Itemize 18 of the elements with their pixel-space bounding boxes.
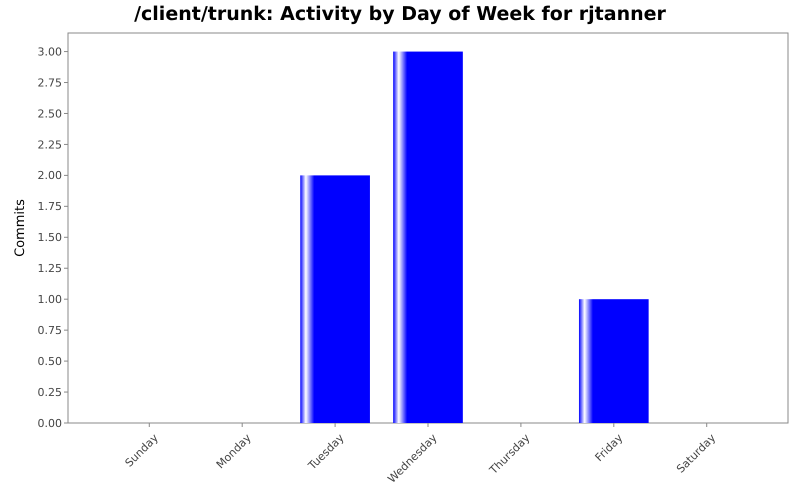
y-tick-label: 2.25 xyxy=(38,138,62,152)
y-tick-label: 0.75 xyxy=(38,324,62,337)
y-tick-label: 0.50 xyxy=(38,354,62,368)
y-tick-label: 1.25 xyxy=(38,262,62,276)
chart-title: /client/trunk: Activity by Day of Week for rjtanner xyxy=(134,3,667,25)
y-tick-label: 0.25 xyxy=(38,386,62,399)
y-axis-title: Commits xyxy=(13,198,28,257)
bar xyxy=(578,299,649,423)
y-tick-label: 0.00 xyxy=(38,416,62,430)
y-tick-label: 2.50 xyxy=(38,107,62,120)
bar xyxy=(393,52,463,423)
y-tick-label: 1.75 xyxy=(38,200,62,214)
y-tick-label: 1.00 xyxy=(38,293,62,306)
bar xyxy=(300,175,370,423)
y-tick-label: 2.00 xyxy=(38,169,62,182)
y-tick-label: 1.50 xyxy=(38,231,62,244)
y-tick-label: 2.75 xyxy=(38,76,62,90)
y-tick-label: 3.00 xyxy=(38,45,62,58)
